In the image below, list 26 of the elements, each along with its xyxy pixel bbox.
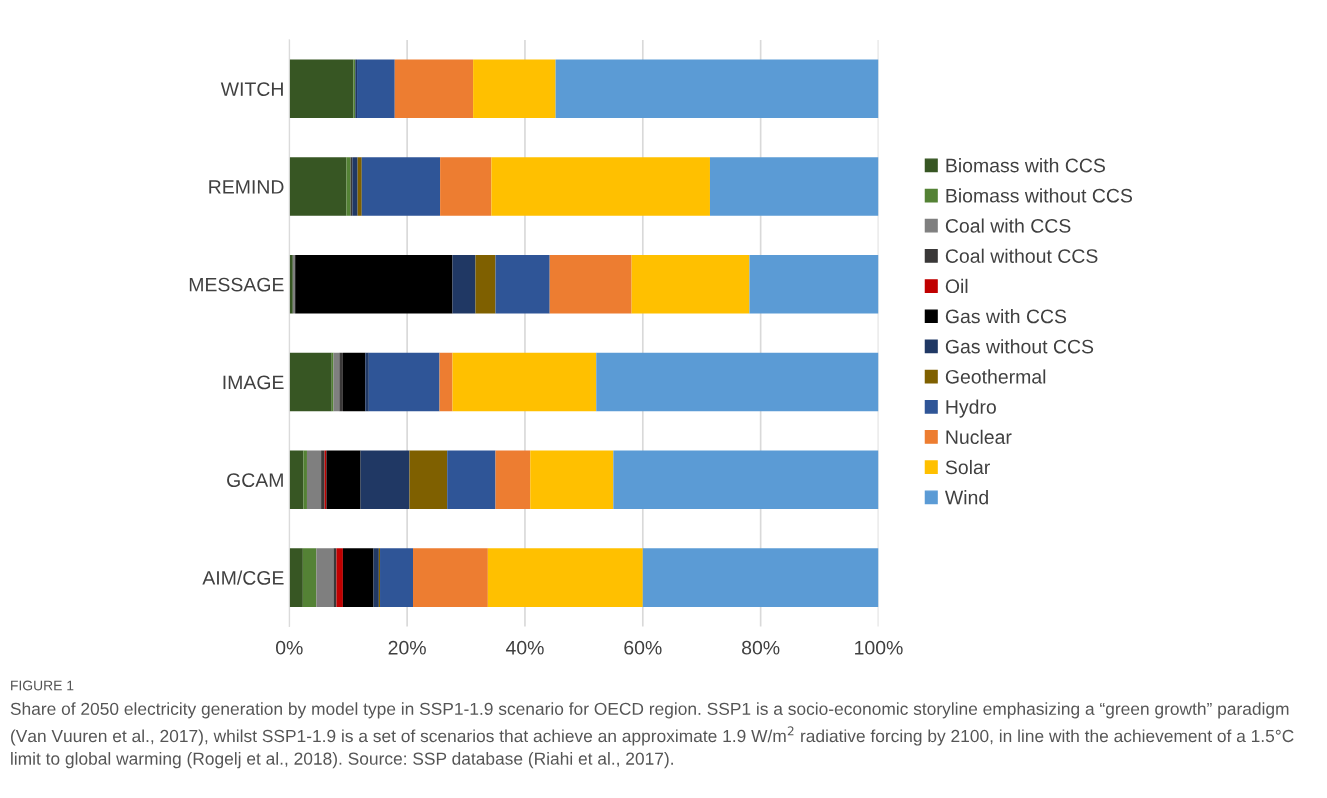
caption: FIGURE 1 [11,680,74,691]
legend-label: Gas with CCS [945,309,1067,324]
y-tick-label: GCAM [227,473,283,488]
legend-label: Gas without CCS [945,339,1094,354]
legend-label: Biomass without CCS [946,188,1133,203]
x-tick-label: 0% [275,640,303,655]
legend-label: Solar [945,459,990,475]
legend-label: Oil [945,278,968,294]
legend-label: Coal without CCS [945,248,1098,263]
x-tick-label: 20% [388,640,426,655]
legend-label: Geothermal [945,369,1046,384]
legend-label: Wind [944,490,988,505]
y-tick-label: IMAGE [223,375,284,390]
legend-label: Nuclear [946,429,1012,445]
x-tick-label: 60% [624,640,662,655]
x-tick-label: 100% [855,640,903,655]
x-tick-label: 80% [742,640,780,655]
y-tick-label: MESSAGE [189,277,284,292]
legend-label: Biomass with CCS [946,158,1105,173]
x-tick-label: 40% [505,640,544,655]
y-tick-label: WITCH [220,82,283,97]
text: Share of 2050 electricity generation by model type in SSP1-1.9 scenario for OECD region. SSP1 is a socio-economic storyline emphasizing a “green growth” paradigm (Van Vuuren et al., 2017), whilst SSP1-1.9 is a set of scenarios that achieve an approximate 1.9 W/m$^{2}$ radiative forcing by 2100, in line with the achievement of a 1.5°C limit to global warming (Rogelj et al., 2018). Source: SSP database (Riahi et al., 2017). [10,702,1294,769]
y-tick-label: AIM/CGE [202,570,284,585]
legend-label: Hydro [946,399,996,418]
y-tick-label: REMIND [209,180,284,194]
legend-label: Coal with CCS [945,218,1071,233]
